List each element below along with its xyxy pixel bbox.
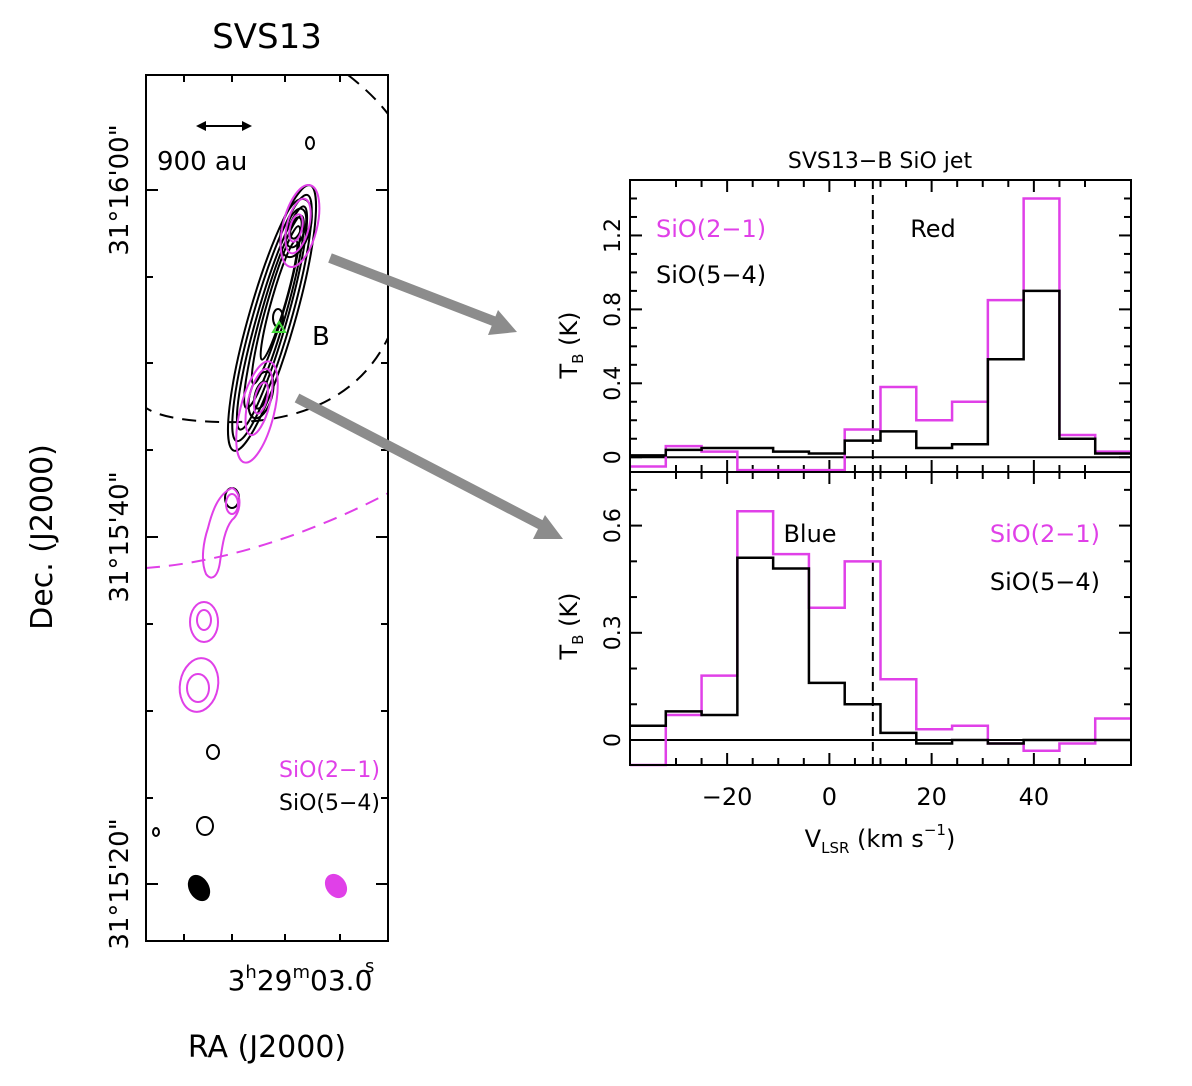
map-ylabel: Dec. (J2000): [25, 444, 60, 630]
sio21-blob-contour: [186, 673, 210, 703]
connector-arrows: [294, 253, 563, 539]
panel-red-ylabel: TB (K): [555, 311, 587, 379]
y-tick-label: 0: [601, 450, 626, 464]
source-label-b: B: [312, 322, 330, 352]
map-legend-sio21: SiO(2−1): [279, 758, 380, 783]
sio54-knot-contour: [289, 216, 303, 240]
y-tick-label: 0.3: [601, 615, 626, 650]
sio21-knot-contour: [235, 360, 279, 464]
arrowhead-red: [488, 310, 517, 335]
map-xlabel: RA (J2000): [188, 1030, 346, 1065]
sio54-jet-contour: [235, 205, 309, 431]
sio21-blob-contour: [189, 601, 219, 643]
x-tick-label: 20: [916, 783, 947, 811]
x-tick-label: 40: [1019, 783, 1050, 811]
spectra-xlabel-unit: (km s: [849, 825, 923, 853]
sio54-blob-contour: [152, 827, 160, 837]
spectra-xlabel-exp: −1: [924, 821, 946, 839]
scale-bar: [196, 121, 252, 131]
map-legend-sio54: SiO(5−4): [279, 791, 380, 816]
map-frame: [145, 74, 389, 942]
map-ticks: [146, 75, 388, 941]
beam-sio21: [324, 873, 348, 899]
y-tick-label: 1.2: [601, 218, 626, 253]
sio54-contours: [152, 136, 317, 837]
spectra-title: SVS13−B SiO jet: [788, 149, 973, 174]
spectrum-sio54-blue: [630, 556, 1131, 745]
panel-blue-ylabel: TB (K): [555, 592, 587, 660]
spectrum-sio54-red: [630, 289, 1131, 457]
panel-blue-tick-labels: 0 0.3 0.6: [601, 508, 626, 747]
ra-tick-hours: 3: [228, 964, 246, 997]
sio54-blob-contour: [206, 744, 220, 760]
sio21-knot-contour: [244, 367, 274, 437]
sio21-blob-contour: [178, 657, 220, 713]
map-panel: 900 au B SiO(2−1) SiO(5−4) 31°16'00" 31°…: [25, 74, 389, 1065]
sio54-knot-contour: [272, 308, 284, 328]
y-tick-label: 0.8: [601, 292, 626, 327]
panel-red-ylabel-unit: (K): [555, 311, 583, 353]
panel-blue-legend-sio54: SiO(5−4): [990, 568, 1100, 596]
ra-tick-m-unit: m: [292, 962, 310, 983]
sio21-blob-contour: [196, 609, 212, 631]
scale-bar-label: 900 au: [157, 147, 247, 177]
y-tick-label: 0: [601, 733, 626, 747]
sio21-knot-contour: [279, 184, 321, 268]
panel-red: 0 0.4 0.8 1.2 Red SiO(2−1) SiO(5−4) TB (K): [555, 179, 1132, 473]
map-title: SVS13: [212, 17, 322, 57]
ra-tick-seconds: 03: [310, 964, 346, 997]
panel-red-ticks: [630, 179, 1131, 472]
spectra-xlabel-sub: LSR: [821, 839, 849, 857]
x-tick-labels: −20 0 20 40: [702, 783, 1049, 811]
sio54-blob-contour: [196, 816, 214, 836]
y-tick-label: 0.6: [601, 508, 626, 543]
panel-blue-label: Blue: [783, 520, 836, 548]
panel-blue-ticks: [630, 472, 1131, 765]
panel-red-legend-sio21: SiO(2−1): [656, 215, 766, 243]
beam-sio54: [187, 874, 211, 902]
ra-tick-label: 3h29m03.0: [228, 962, 373, 997]
panel-red-legend-sio54: SiO(5−4): [656, 261, 766, 289]
panel-red-ylabel-sub: B: [569, 354, 587, 364]
arrow-to-blue-panel: [294, 393, 546, 531]
dec-tick-label: 31°15'40": [105, 471, 135, 602]
panel-blue-legend-sio21: SiO(2−1): [990, 520, 1100, 548]
source-marker-b: [271, 320, 287, 333]
ra-tick-fraction: .0: [346, 964, 373, 997]
sio21-contours: [178, 184, 321, 713]
panel-blue-ylabel-unit: (K): [555, 592, 583, 634]
primary-beam-sio21: [146, 492, 388, 569]
panel-blue-ylabel-sub: B: [569, 635, 587, 645]
sio21-filament-contour: [201, 486, 241, 579]
y-tick-label: 0.4: [601, 366, 626, 401]
arrowhead-blue: [533, 515, 563, 539]
spectrum-sio21-blue: [630, 510, 1131, 767]
ra-tick-minutes: 29: [257, 964, 293, 997]
x-tick-label: −20: [702, 783, 753, 811]
spectra-xlabel-close: ): [946, 825, 955, 853]
sio54-blob-contour: [305, 136, 315, 150]
spectra-figure: SVS13−B SiO jet 0 0.4 0.8 1.2 Red SiO(2−1) …: [555, 149, 1132, 857]
panel-blue-frame: [629, 471, 1132, 766]
spectrum-sio21-red: [630, 197, 1131, 472]
sio21-knot-contour: [288, 213, 304, 243]
dec-tick-label: 31°16'00": [105, 124, 135, 255]
sio21-knot-contour: [284, 197, 312, 255]
x-tick-label: 0: [822, 783, 837, 811]
panel-red-label: Red: [910, 215, 956, 243]
ra-tick-s-unit: s: [365, 956, 374, 977]
dec-tick-label: 31°15'20": [105, 818, 135, 949]
ra-tick-h-unit: h: [245, 962, 256, 983]
sio21-blob-contour: [225, 493, 239, 515]
sio21-knot-contour: [253, 381, 269, 415]
arrow-to-red-panel: [328, 253, 498, 327]
spectra-xlabel: VLSR (km s−1): [805, 821, 956, 857]
panel-red-tick-labels: 0 0.4 0.8 1.2: [601, 218, 626, 464]
panel-blue: 0 0.3 0.6 Blue SiO(2−1) SiO(5−4) TB (K) −2…: [555, 471, 1132, 811]
